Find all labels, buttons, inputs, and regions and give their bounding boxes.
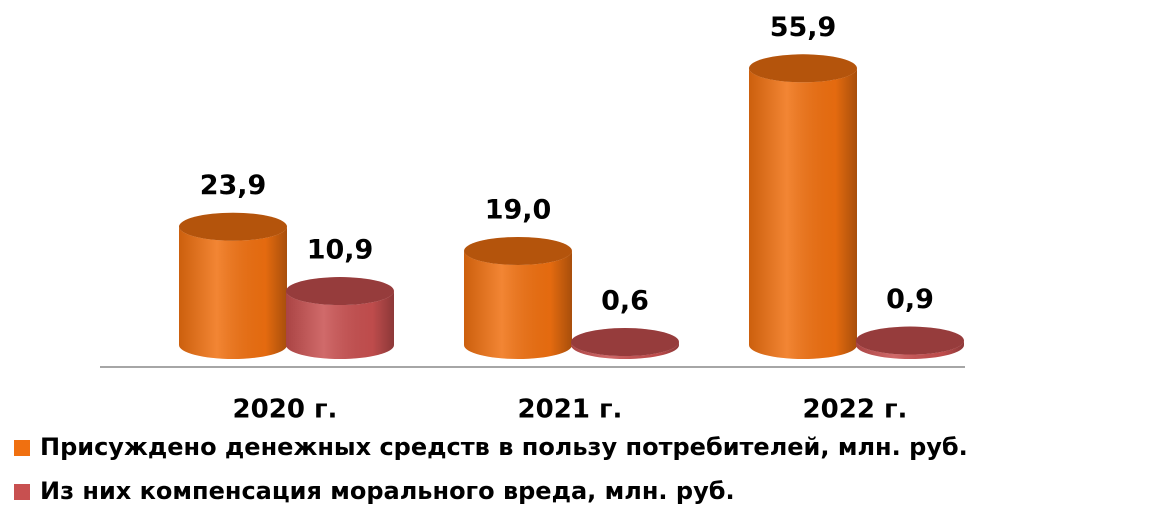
cylinder-shade xyxy=(571,342,679,359)
cylinder-shade xyxy=(464,250,572,359)
value-label: 19,0 xyxy=(485,194,552,225)
cylinder-top-shade xyxy=(464,236,572,265)
legend-label: Присуждено денежных средств в пользу пот… xyxy=(40,433,968,461)
x-tick-label: 2020 г. xyxy=(233,395,338,425)
cylinder-top xyxy=(571,328,679,357)
legend-label: Из них компенсация морального вреда, млн… xyxy=(40,477,735,505)
x-tick-label: 2021 г. xyxy=(518,395,623,425)
cylinder-top-shade xyxy=(856,326,964,355)
cylinder-shade xyxy=(749,68,857,360)
value-label: 0,6 xyxy=(601,286,649,317)
cylinder-top xyxy=(749,54,857,83)
cylinder-top-shade xyxy=(286,277,394,306)
value-label: 0,9 xyxy=(886,284,934,315)
value-label: 55,9 xyxy=(770,12,837,43)
cylinder-top xyxy=(286,277,394,306)
cylinder-top-shade xyxy=(179,212,287,241)
cylinder-top xyxy=(464,236,572,265)
cylinder-top-shade xyxy=(571,328,679,357)
cylinder-shade xyxy=(286,291,394,359)
cylinder-top xyxy=(179,212,287,241)
cylinder-top-shade xyxy=(749,54,857,83)
cylinder-shade xyxy=(856,340,964,359)
value-label: 10,9 xyxy=(307,235,374,266)
x-tick-label: 2022 г. xyxy=(803,395,908,425)
legend-swatch xyxy=(14,440,30,456)
value-label: 23,9 xyxy=(200,170,267,201)
legend-swatch xyxy=(14,484,30,500)
cylinder-shade xyxy=(179,226,287,359)
cylinder-top xyxy=(856,326,964,355)
